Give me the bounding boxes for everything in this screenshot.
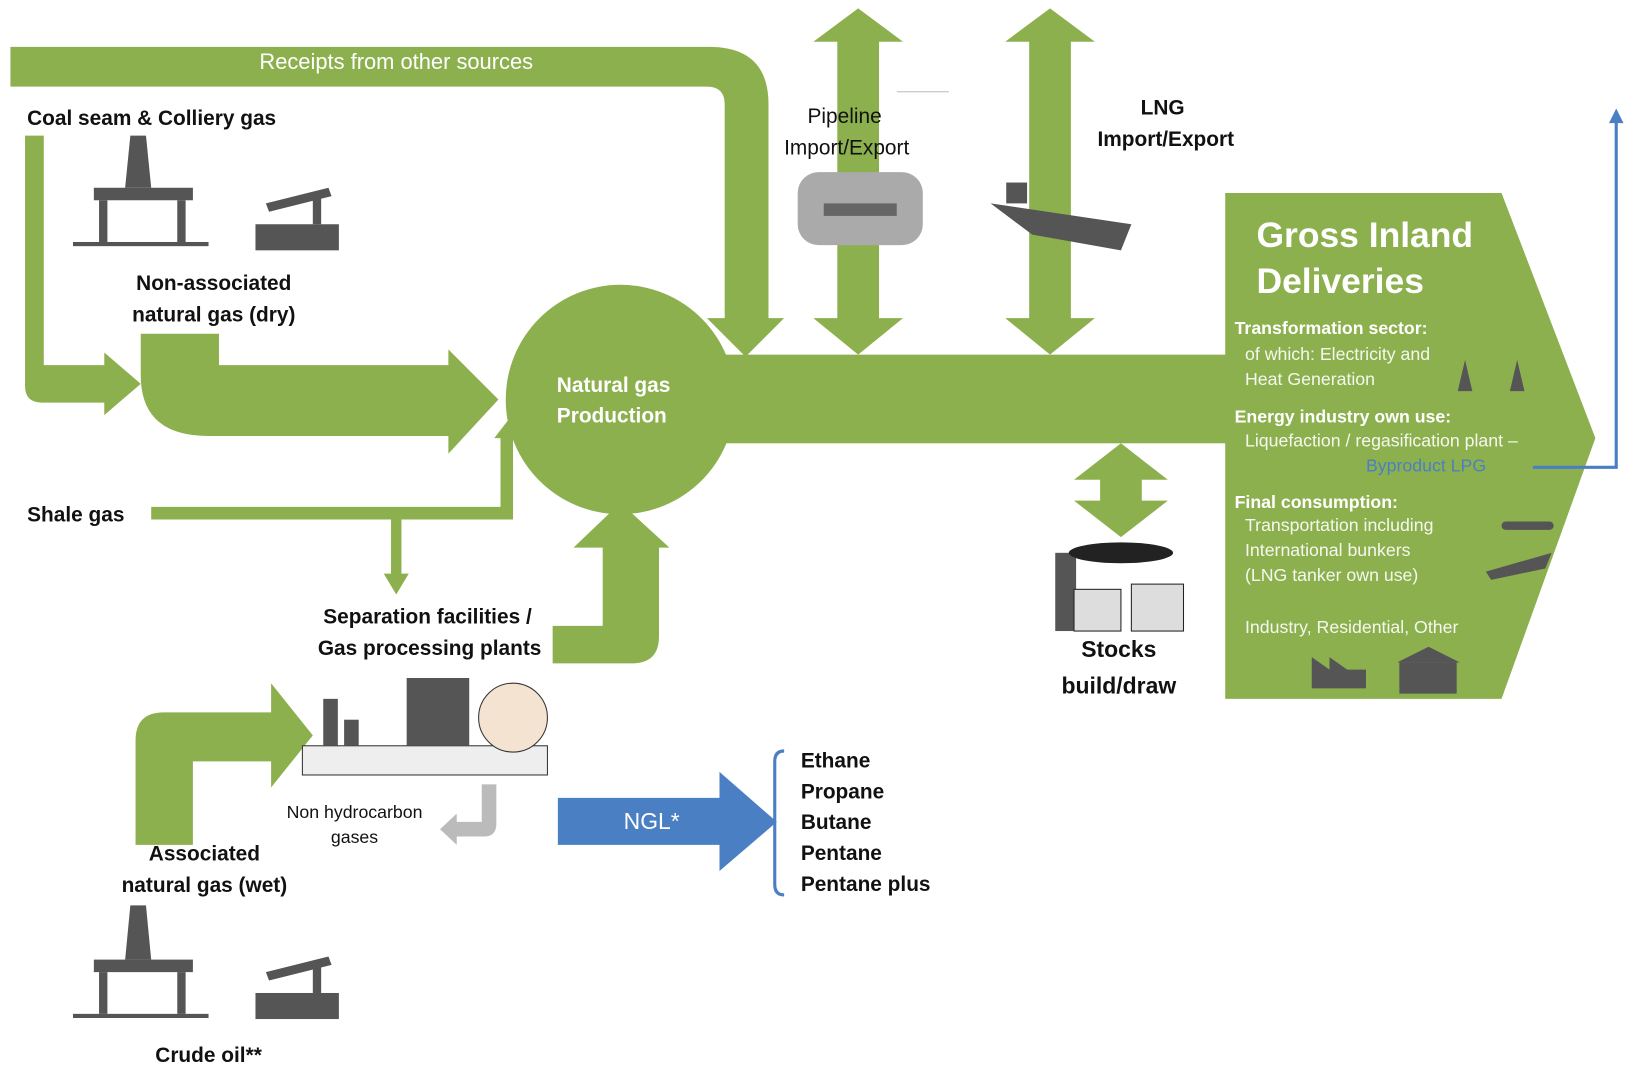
ngl-product: Pentane (801, 842, 882, 865)
section-heading: Transformation sector: (1235, 318, 1428, 338)
ngl-label: NGL* (624, 808, 680, 834)
production-label: Natural gas (557, 374, 671, 397)
associated-label: Associated (149, 843, 260, 866)
ngl-product: Ethane (801, 750, 870, 773)
section-line: (LNG tanker own use) (1245, 565, 1418, 585)
pump-icon (255, 188, 338, 251)
pipeline-label: Import/Export (784, 136, 909, 159)
byproduct-label: Byproduct LPG (1366, 455, 1486, 475)
rig-icon (73, 136, 209, 247)
lng-label: Import/Export (1097, 128, 1234, 151)
rig-icon (73, 905, 209, 1018)
separation-label: Separation facilities / (323, 606, 532, 629)
main-flow (667, 355, 1230, 444)
lng-label: LNG (1141, 97, 1185, 120)
diagram: Receipts from other sources Coal seam & … (0, 0, 1635, 1066)
plant-icon (302, 678, 547, 775)
flows (10, 8, 1595, 845)
section-line: Liquefaction / regasification plant – (1245, 430, 1518, 450)
non-hydrocarbon-arrow (440, 784, 496, 844)
section-line: Heat Generation (1245, 369, 1375, 389)
associated-label: natural gas (wet) (122, 874, 288, 897)
stocks-arrow (1074, 443, 1168, 537)
ngl-product: Pentane plus (801, 873, 931, 896)
lng-arrow (1005, 8, 1095, 354)
section-heading: Final consumption: (1235, 492, 1398, 512)
stocks-label: build/draw (1062, 673, 1177, 699)
separation-arrow (553, 503, 670, 664)
crude-oil-label: Crude oil** (155, 1044, 262, 1066)
separation-label: Gas processing plants (318, 637, 542, 660)
section-line: International bunkers (1245, 540, 1411, 560)
ngl-product: Butane (801, 811, 872, 834)
receipts-label: Receipts from other sources (259, 49, 533, 74)
shale-arrow (151, 419, 523, 594)
gross-inland-title: Gross Inland (1256, 215, 1473, 255)
non-hydrocarbon-label: Non hydrocarbon (287, 802, 423, 822)
page: {"flows": { "receipts": "Receipts from o… (0, 0, 1635, 1066)
ngl-products: Ethane Propane Butane Pentane Pentane plus (801, 750, 931, 896)
coal-seam-arrow (25, 136, 141, 416)
pump-icon (255, 956, 338, 1019)
pipeline-label: Pipeline (808, 105, 882, 128)
shale-label: Shale gas (27, 504, 124, 527)
stocks-icon (1055, 542, 1183, 631)
production-node (506, 285, 735, 514)
non-associated-label: Non-associated (136, 272, 291, 295)
non-associated-label: natural gas (dry) (132, 303, 295, 326)
ngl-bracket (775, 751, 784, 895)
pipeline-icon (798, 172, 923, 245)
production-label: Production (557, 404, 667, 427)
stocks-label: Stocks (1081, 636, 1156, 662)
car-icon (1502, 522, 1554, 530)
section-heading: Energy industry own use: (1235, 406, 1452, 426)
non-associated-arrow (141, 334, 499, 454)
section-line: of which: Electricity and (1245, 344, 1430, 364)
coal-seam-label: Coal seam & Colliery gas (27, 107, 276, 130)
non-hydrocarbon-label: gases (331, 827, 378, 847)
lpg-arrowhead (1609, 108, 1624, 123)
other-label: Industry, Residential, Other (1245, 617, 1458, 637)
section-line: Transportation including (1245, 515, 1433, 535)
gross-inland-title: Deliveries (1256, 261, 1423, 301)
ngl-product: Propane (801, 780, 884, 803)
